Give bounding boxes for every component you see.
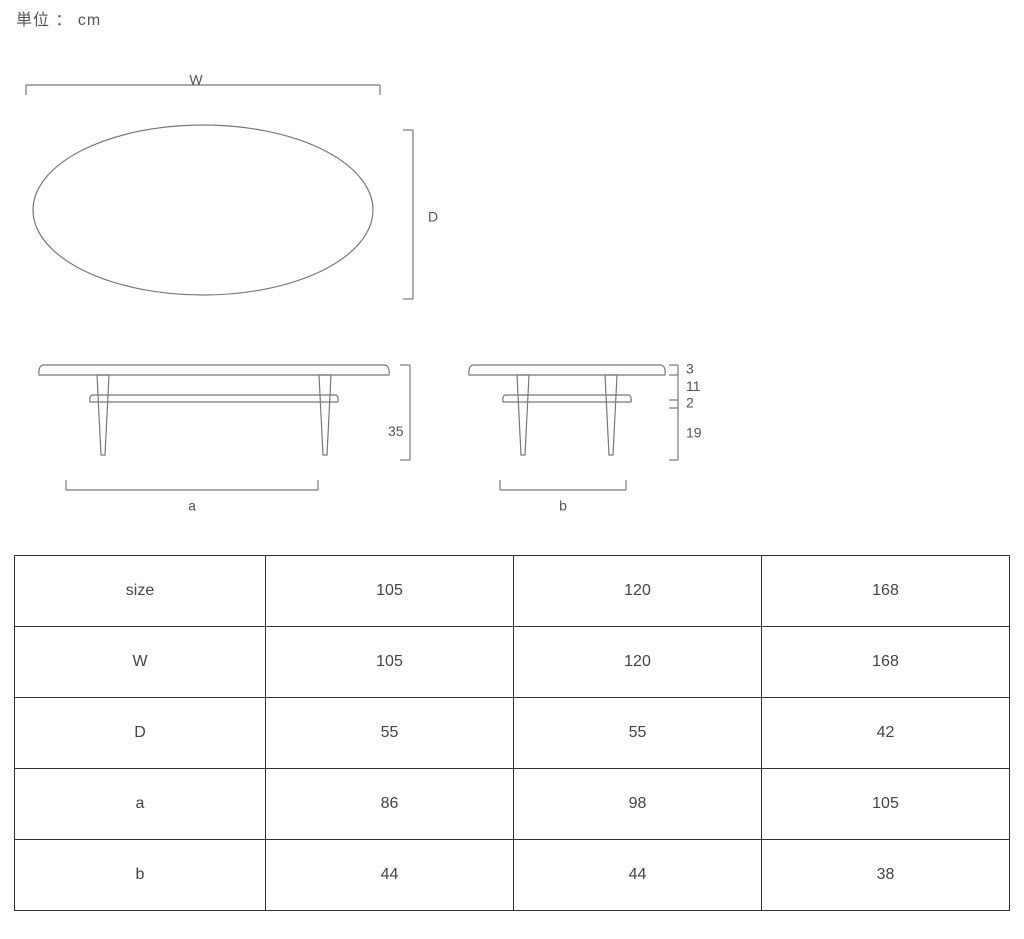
svg-text:35: 35 (388, 423, 404, 439)
dimension-value: 120 (514, 627, 762, 698)
table-row: a8698105 (15, 769, 1010, 840)
svg-text:11: 11 (686, 378, 701, 394)
table-row: D555542 (15, 698, 1010, 769)
svg-text:a: a (188, 498, 196, 514)
dimension-value: 105 (762, 769, 1010, 840)
dimension-value: 44 (266, 840, 514, 911)
row-label: a (15, 769, 266, 840)
svg-text:D: D (428, 209, 438, 225)
dimension-value: 38 (762, 840, 1010, 911)
row-label: W (15, 627, 266, 698)
dimension-value: 98 (514, 769, 762, 840)
dimension-value: 105 (266, 627, 514, 698)
dimension-value: 55 (266, 698, 514, 769)
dimension-value: 44 (514, 840, 762, 911)
table-header-size: 168 (762, 556, 1010, 627)
table-row: W105120168 (15, 627, 1010, 698)
svg-text:2: 2 (686, 395, 694, 411)
svg-text:3: 3 (686, 361, 694, 377)
dimension-value: 168 (762, 627, 1010, 698)
dimension-diagram: W D 35 a b 3112 19 (18, 55, 738, 535)
svg-text:W: W (189, 72, 203, 88)
dimensions-table: size105120168 W105120168D555542a8698105b… (14, 555, 1010, 911)
table-header-size: 105 (266, 556, 514, 627)
svg-text:19: 19 (686, 425, 702, 441)
dimension-value: 55 (514, 698, 762, 769)
table-header-size: 120 (514, 556, 762, 627)
table-row: b444438 (15, 840, 1010, 911)
unit-label: 単位 ： cm (16, 6, 101, 30)
row-label: D (15, 698, 266, 769)
row-label: b (15, 840, 266, 911)
table-header-label: size (15, 556, 266, 627)
dimension-value: 42 (762, 698, 1010, 769)
dimension-value: 86 (266, 769, 514, 840)
svg-text:b: b (559, 498, 567, 514)
